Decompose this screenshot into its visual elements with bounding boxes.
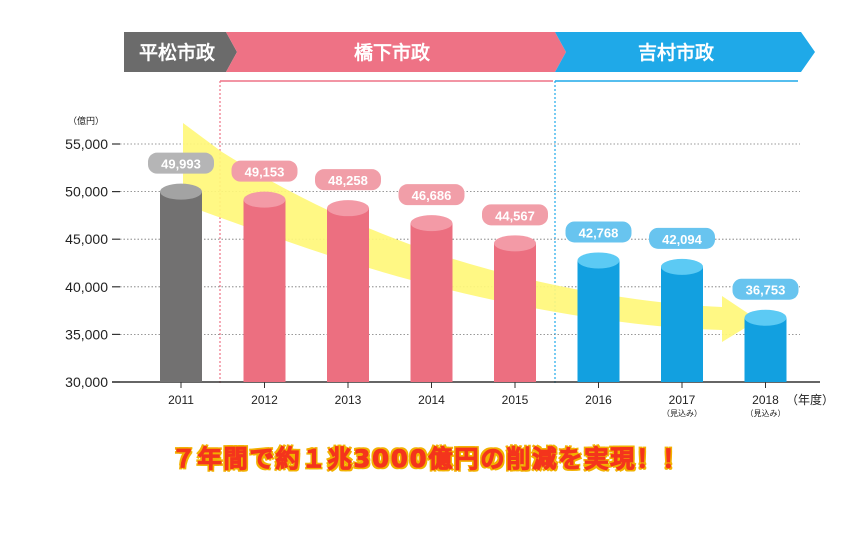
y-tick-label: 45,000 xyxy=(65,231,108,247)
value-label-bg xyxy=(148,152,214,174)
x-tick-label: 2011 xyxy=(168,393,194,407)
x-tick-note: （見込み） xyxy=(662,409,702,418)
value-label-bg xyxy=(231,160,298,182)
value-label-bg xyxy=(732,278,799,300)
value-label: 42,768 xyxy=(579,225,619,240)
slogan: ７年間で約１兆3000億円の削減を実現！！ xyxy=(171,445,689,474)
administration-banner: 平松市政 橋下市政 吉村市政 xyxy=(124,32,815,384)
x-tick-label: 2016 xyxy=(585,393,612,407)
y-grid: 30,000 35,000 40,000 45,000 50,000 55,000 xyxy=(65,136,820,390)
x-tick-label: 2015 xyxy=(502,393,529,407)
value-label: 49,993 xyxy=(161,157,201,172)
x-tick-label: 2012 xyxy=(251,393,278,407)
x-tick-label: 2017 xyxy=(669,393,696,407)
value-label: 49,153 xyxy=(245,165,285,180)
value-label-bg xyxy=(482,204,548,226)
bar-2013 xyxy=(327,208,369,382)
bar-top-2011 xyxy=(160,183,202,200)
x-tick-label: 2013 xyxy=(335,393,362,407)
y-tick-label: 30,000 xyxy=(65,374,108,390)
bar-2017 xyxy=(661,266,703,382)
x-axis-labels: 2011 2012 2013 2014 2015 2016 2017 （見込み） 2018 （見込… xyxy=(168,382,786,418)
bar-2015 xyxy=(494,243,536,382)
y-tick-label: 50,000 xyxy=(65,184,108,200)
value-label-bg xyxy=(565,221,632,243)
band-hashimoto xyxy=(226,32,566,72)
bar-top-2014 xyxy=(410,215,453,232)
x-tick-label: 2018 xyxy=(752,393,779,407)
band-yoshimura xyxy=(555,32,815,72)
bar-2011 xyxy=(160,191,202,382)
y-tick-label: 55,000 xyxy=(65,136,108,152)
band-label-hiramatsu: 平松市政 xyxy=(139,41,216,64)
y-axis-unit: （億円） xyxy=(68,115,104,127)
value-label: 44,567 xyxy=(495,208,535,223)
value-label-bg xyxy=(649,227,715,249)
bar-top-2013 xyxy=(327,200,369,217)
bars: 49,993 49,153 48,258 46,686 44,567 42,768 42,0… xyxy=(148,152,799,382)
bar-top-2016 xyxy=(577,252,620,269)
y-tick-label: 40,000 xyxy=(65,279,108,295)
x-tick-note: （見込み） xyxy=(746,409,786,418)
band-label-hashimoto: 橋下市政 xyxy=(354,41,431,64)
bar-top-2012 xyxy=(243,191,286,208)
x-tick-label: 2014 xyxy=(418,393,445,407)
bar-top-2018 xyxy=(744,309,787,326)
bar-2018 xyxy=(744,317,787,382)
value-label: 48,258 xyxy=(328,173,368,188)
value-label-bg xyxy=(315,169,381,191)
value-label: 42,094 xyxy=(662,232,703,247)
x-axis-unit: （年度） xyxy=(786,392,834,407)
bar-top-2015 xyxy=(494,235,536,252)
value-label-bg xyxy=(398,184,465,206)
bar-2012 xyxy=(243,199,286,382)
value-label: 36,753 xyxy=(746,283,786,298)
bar-2014 xyxy=(410,223,453,382)
value-label: 46,686 xyxy=(412,188,452,203)
y-tick-label: 35,000 xyxy=(65,326,108,342)
bar-2016 xyxy=(577,260,620,382)
bar-top-2017 xyxy=(661,258,703,275)
band-hiramatsu xyxy=(124,32,237,72)
band-label-yoshimura: 吉村市政 xyxy=(638,41,715,64)
